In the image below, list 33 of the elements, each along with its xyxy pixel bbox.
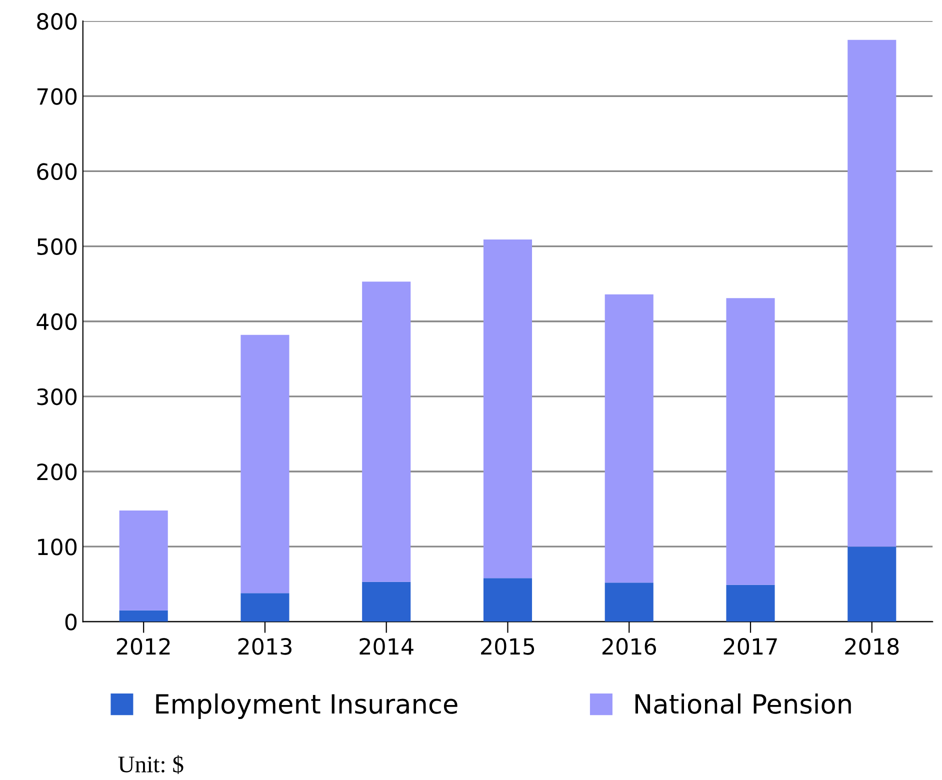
y-tick-label: 200 (37, 463, 77, 480)
bar (119, 510, 168, 610)
bar (604, 582, 654, 622)
text: Unit: $ (118, 755, 184, 774)
bar (240, 334, 290, 594)
y-tick-label: 700 (37, 88, 77, 105)
bar (362, 582, 411, 622)
legend-label: National Pension (635, 693, 851, 714)
bar (726, 298, 775, 585)
x-tick-label: 2018 (845, 638, 899, 655)
y-tick-label: 600 (37, 163, 77, 180)
x-tick-label: 2014 (360, 638, 414, 655)
bar (848, 40, 896, 547)
x-tick-label: 2013 (238, 638, 292, 655)
bar (848, 546, 896, 622)
bar (483, 578, 532, 622)
bar (240, 593, 290, 622)
bar (362, 282, 411, 582)
y-tick-label: 100 (38, 538, 77, 556)
x-tick-label: 2017 (724, 638, 777, 655)
x-tick-label: 2016 (602, 638, 656, 655)
x-tick-label: 2015 (481, 638, 534, 655)
y-tick-label: 0 (65, 614, 77, 630)
y-tick-label: 800 (37, 13, 77, 30)
x-tick-label: 2012 (116, 638, 170, 655)
bar (119, 610, 168, 622)
bar (726, 584, 775, 622)
y-tick-label: 500 (37, 238, 77, 256)
y-tick-label: 400 (36, 313, 77, 330)
y-tick-label: 300 (37, 388, 77, 406)
bar (604, 294, 654, 583)
bar (483, 240, 532, 578)
legend-label: Employment Insurance (156, 693, 458, 719)
